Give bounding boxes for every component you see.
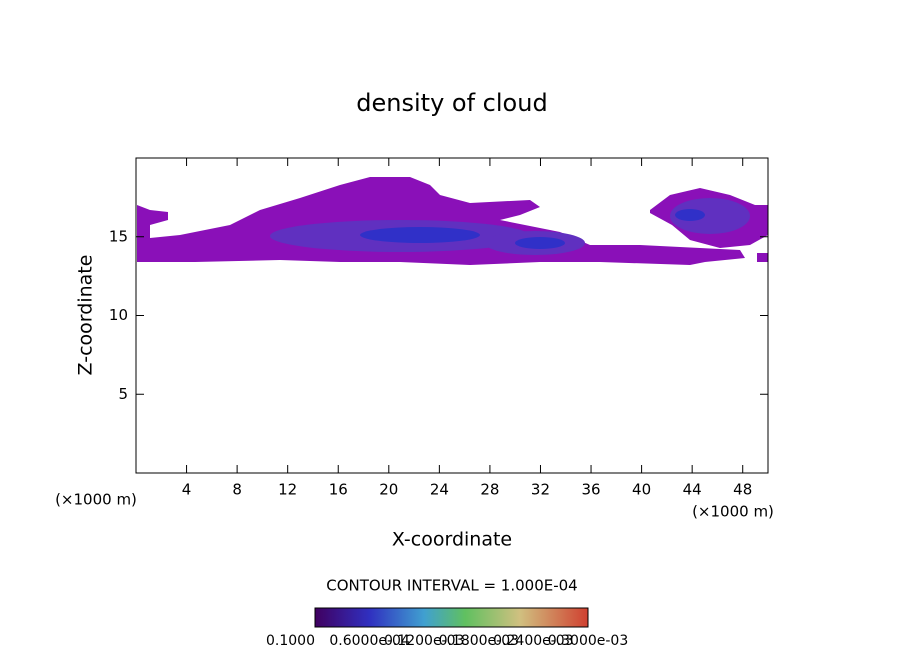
cloud-region xyxy=(757,253,768,262)
colorbar-label: 0.6000e-04 xyxy=(329,633,410,649)
cloud-core xyxy=(360,227,480,243)
x-tick-label: 8 xyxy=(232,481,242,499)
y-tick-label: 15 xyxy=(109,227,128,245)
chart-title: density of cloud xyxy=(356,89,547,117)
x-tick-label: 40 xyxy=(632,481,651,499)
colorbar-label: 0.1800e-03 xyxy=(439,633,519,649)
contour-note: CONTOUR INTERVAL = 1.000E-04 xyxy=(326,577,577,595)
x-tick-label: 44 xyxy=(683,481,702,499)
x-tick-label: 4 xyxy=(182,481,192,499)
colorbar-label: 0.1200e-03 xyxy=(384,633,464,649)
x-tick-label: 16 xyxy=(329,481,348,499)
x-tick-label: 36 xyxy=(581,481,600,499)
y-unit-label: (×1000 m) xyxy=(55,491,137,509)
colorbar-label: 0.2400e-03 xyxy=(493,633,573,649)
colorbar-label: 0.3000e-03 xyxy=(548,633,628,649)
y-axis-label: Z-coordinate xyxy=(75,255,97,376)
cloud-field xyxy=(137,177,768,265)
cloud-core xyxy=(675,209,705,221)
x-tick-label: 32 xyxy=(531,481,550,499)
x-tick-label: 48 xyxy=(733,481,752,499)
colorbar-label: 0.1000 xyxy=(266,633,315,649)
x-unit-label: (×1000 m) xyxy=(692,503,774,521)
x-axis-label: X-coordinate xyxy=(392,529,512,551)
x-tick-label: 24 xyxy=(430,481,449,499)
cloud-core xyxy=(515,237,565,249)
x-tick-label: 28 xyxy=(480,481,499,499)
cloud-core xyxy=(670,198,750,234)
y-tick-label: 5 xyxy=(118,385,128,403)
y-tick-label: 10 xyxy=(109,306,128,324)
x-tick-label: 12 xyxy=(278,481,297,499)
colorbar xyxy=(314,607,589,628)
x-tick-label: 20 xyxy=(379,481,398,499)
